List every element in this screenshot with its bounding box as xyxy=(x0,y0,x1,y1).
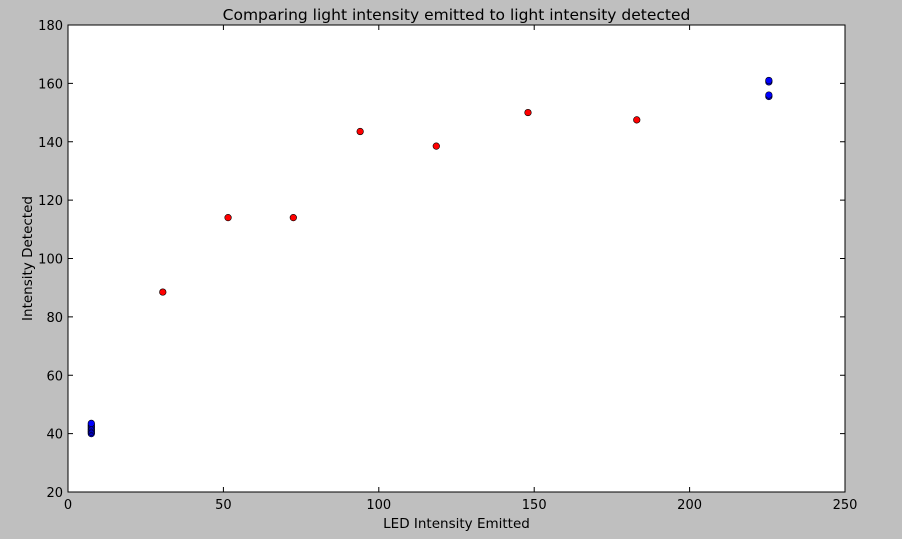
y-tick-label: 160 xyxy=(38,77,63,92)
x-tick-label: 0 xyxy=(64,498,72,513)
y-tick-label: 140 xyxy=(38,136,63,151)
y-axis-title: Intensity Detected xyxy=(20,196,36,321)
y-tick-label: 180 xyxy=(38,19,63,34)
data-point xyxy=(633,116,641,124)
data-point xyxy=(765,76,773,85)
y-tick-label: 40 xyxy=(46,428,63,443)
data-point xyxy=(159,288,167,296)
y-tick-label: 120 xyxy=(38,194,63,209)
y-tick-label: 80 xyxy=(46,311,63,326)
y-tick-label: 20 xyxy=(46,486,63,501)
x-tick-label: 100 xyxy=(366,498,391,513)
ticks-layer: 0 50 100 150 200 250 20 40 60 80 100 120 140 160 180 xyxy=(38,19,857,513)
data-point xyxy=(224,214,232,222)
data-point xyxy=(524,108,532,117)
data-point xyxy=(765,91,773,99)
x-tick-label: 250 xyxy=(833,498,858,513)
chart-title: Comparing light intensity emitted to lig… xyxy=(223,6,691,24)
x-tick-label: 50 xyxy=(215,498,232,513)
data-point xyxy=(289,214,297,222)
y-tick-label: 60 xyxy=(46,369,63,384)
x-tick-label: 200 xyxy=(677,498,702,513)
plot-area xyxy=(68,25,845,492)
plot-frame xyxy=(67,24,846,493)
data-point xyxy=(432,142,440,150)
x-axis-title: LED Intensity Emitted xyxy=(383,516,530,532)
data-point xyxy=(356,127,364,136)
points-layer xyxy=(87,76,773,438)
x-tick-label: 150 xyxy=(522,498,547,513)
y-tick-label: 100 xyxy=(38,253,63,268)
data-point xyxy=(87,419,95,428)
